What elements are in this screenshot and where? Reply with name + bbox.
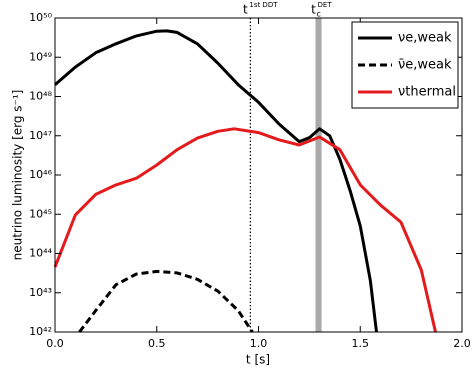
y-tick-label: 10⁴³ (29, 286, 52, 299)
series-line (54, 29, 378, 333)
y-tick-label: 10⁴⁴ (29, 247, 52, 260)
y-tick-label: 10⁴⁵ (29, 207, 52, 220)
annotation-superscript: DET (318, 1, 333, 9)
y-tick-label: 10⁴⁹ (29, 50, 52, 63)
y-tick-label: 10⁴⁷ (29, 129, 52, 142)
shaded-band (315, 18, 322, 332)
y-axis-label: neutrino luminosity [erg s⁻¹] (11, 90, 25, 261)
x-tick-label: 2.0 (453, 337, 471, 350)
series-line (78, 269, 254, 333)
x-axis-label: t [s] (246, 353, 270, 367)
legend-label: νe,weak (398, 31, 452, 46)
y-tick-label: 10⁴⁶ (29, 168, 52, 181)
x-tick-label: 0.5 (148, 337, 166, 350)
series-line (53, 127, 437, 333)
annotation-superscript: 1st DDT (249, 1, 278, 9)
legend-label: νthermal (398, 85, 456, 100)
x-tick-label: 1.0 (250, 337, 268, 350)
y-tick-label: 10⁴⁸ (29, 90, 52, 103)
annotation-label: t (311, 3, 316, 17)
annotation-label: t (243, 3, 248, 17)
annotation-subscript: c (317, 10, 321, 19)
legend-label: ν̄e,weak (398, 58, 452, 73)
x-tick-label: 1.5 (352, 337, 370, 350)
x-tick-label: 0.0 (46, 337, 64, 350)
y-tick-label: 10⁴² (29, 325, 52, 338)
y-tick-label: 10⁵⁰ (29, 11, 52, 24)
